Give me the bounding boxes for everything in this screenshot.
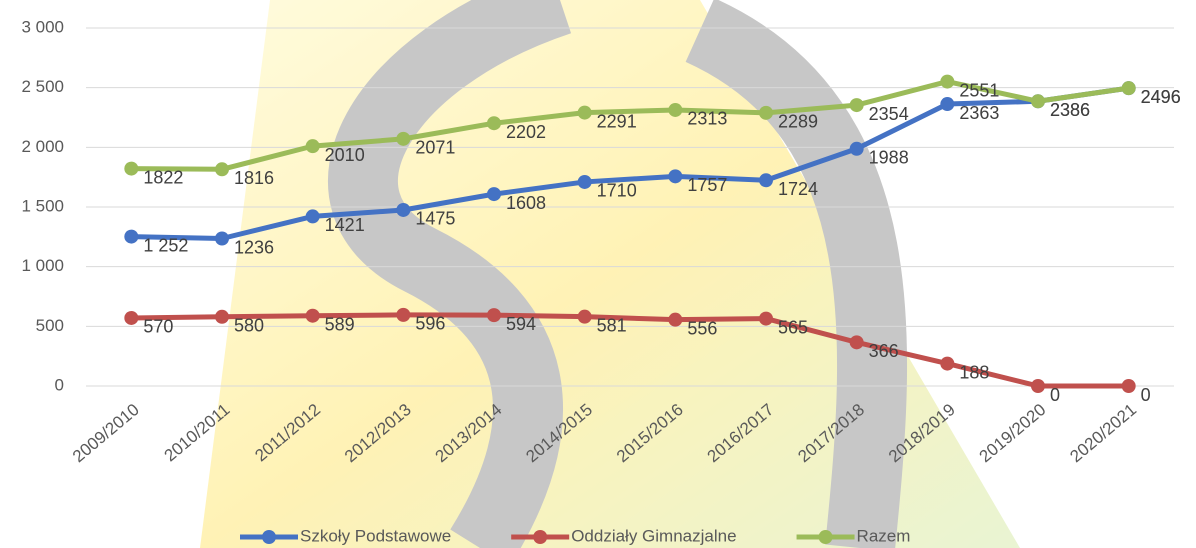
data-label: 2363	[959, 103, 999, 123]
data-label: 1421	[325, 215, 365, 235]
marker	[940, 97, 954, 111]
marker	[850, 98, 864, 112]
marker	[759, 173, 773, 187]
marker	[396, 308, 410, 322]
y-tick-label: 3 000	[21, 17, 64, 36]
marker	[215, 310, 229, 324]
legend-marker	[533, 530, 547, 544]
marker	[487, 308, 501, 322]
marker	[124, 311, 138, 325]
x-tick-label: 2009/2010	[69, 400, 143, 466]
marker	[306, 209, 320, 223]
data-label: 1988	[869, 148, 909, 168]
marker	[759, 312, 773, 326]
data-label: 2386	[1050, 100, 1090, 120]
marker	[668, 103, 682, 117]
legend-label: Oddziały Gimnazjalne	[571, 526, 736, 545]
data-label: 580	[234, 316, 264, 336]
marker	[578, 310, 592, 324]
marker	[759, 106, 773, 120]
marker	[396, 132, 410, 146]
data-label: 570	[143, 317, 173, 337]
data-label: 366	[869, 341, 899, 361]
marker	[396, 203, 410, 217]
data-label: 2010	[325, 145, 365, 165]
data-label: 2551	[959, 80, 999, 100]
y-tick-label: 500	[36, 316, 64, 335]
y-tick-label: 0	[55, 375, 64, 394]
marker	[578, 106, 592, 120]
y-tick-label: 1 000	[21, 256, 64, 275]
data-label: 0	[1050, 385, 1060, 405]
marker	[1031, 94, 1045, 108]
data-label: 0	[1141, 385, 1151, 405]
marker	[306, 139, 320, 153]
legend-marker	[819, 530, 833, 544]
marker	[1122, 81, 1136, 95]
data-label: 1475	[415, 209, 455, 229]
data-label: 1822	[143, 167, 183, 187]
data-label: 2202	[506, 122, 546, 142]
y-tick-label: 1 500	[21, 196, 64, 215]
data-label: 2289	[778, 112, 818, 132]
data-label: 2291	[597, 111, 637, 131]
data-label: 581	[597, 315, 627, 335]
marker	[1122, 379, 1136, 393]
y-tick-label: 2 500	[21, 77, 64, 96]
marker	[850, 142, 864, 156]
marker	[306, 309, 320, 323]
data-label: 2354	[869, 104, 909, 124]
marker	[124, 162, 138, 176]
y-tick-label: 2 000	[21, 137, 64, 156]
data-label: 2071	[415, 138, 455, 158]
data-label: 2313	[687, 109, 727, 129]
marker	[215, 162, 229, 176]
data-label: 2496	[1141, 87, 1181, 107]
data-label: 1 252	[143, 235, 188, 255]
marker	[487, 116, 501, 130]
chart: 0 500 1 000 1 500 2 000 2 500 3 000 2009/2010 20…	[0, 0, 1196, 548]
marker	[124, 230, 138, 244]
legend-marker	[262, 530, 276, 544]
data-label: 556	[687, 318, 717, 338]
marker	[940, 357, 954, 371]
data-label: 1236	[234, 237, 274, 257]
marker	[940, 75, 954, 89]
data-label: 188	[959, 362, 989, 382]
data-label: 589	[325, 314, 355, 334]
legend-label: Razem	[857, 526, 911, 545]
data-label: 1816	[234, 168, 274, 188]
marker	[668, 313, 682, 327]
marker	[487, 187, 501, 201]
legend-label: Szkoły Podstawowe	[300, 526, 451, 545]
data-label: 1710	[597, 181, 637, 201]
marker	[578, 175, 592, 189]
data-label: 596	[415, 314, 445, 334]
x-tick-label: 2020/2021	[1066, 400, 1140, 466]
data-label: 1724	[778, 179, 818, 199]
data-label: 594	[506, 314, 536, 334]
marker	[215, 232, 229, 246]
data-label: 1608	[506, 193, 546, 213]
marker	[668, 169, 682, 183]
data-label: 565	[778, 317, 808, 337]
marker	[850, 335, 864, 349]
marker	[1031, 379, 1045, 393]
data-label: 1757	[687, 175, 727, 195]
x-tick-label: 2019/2020	[976, 400, 1050, 466]
